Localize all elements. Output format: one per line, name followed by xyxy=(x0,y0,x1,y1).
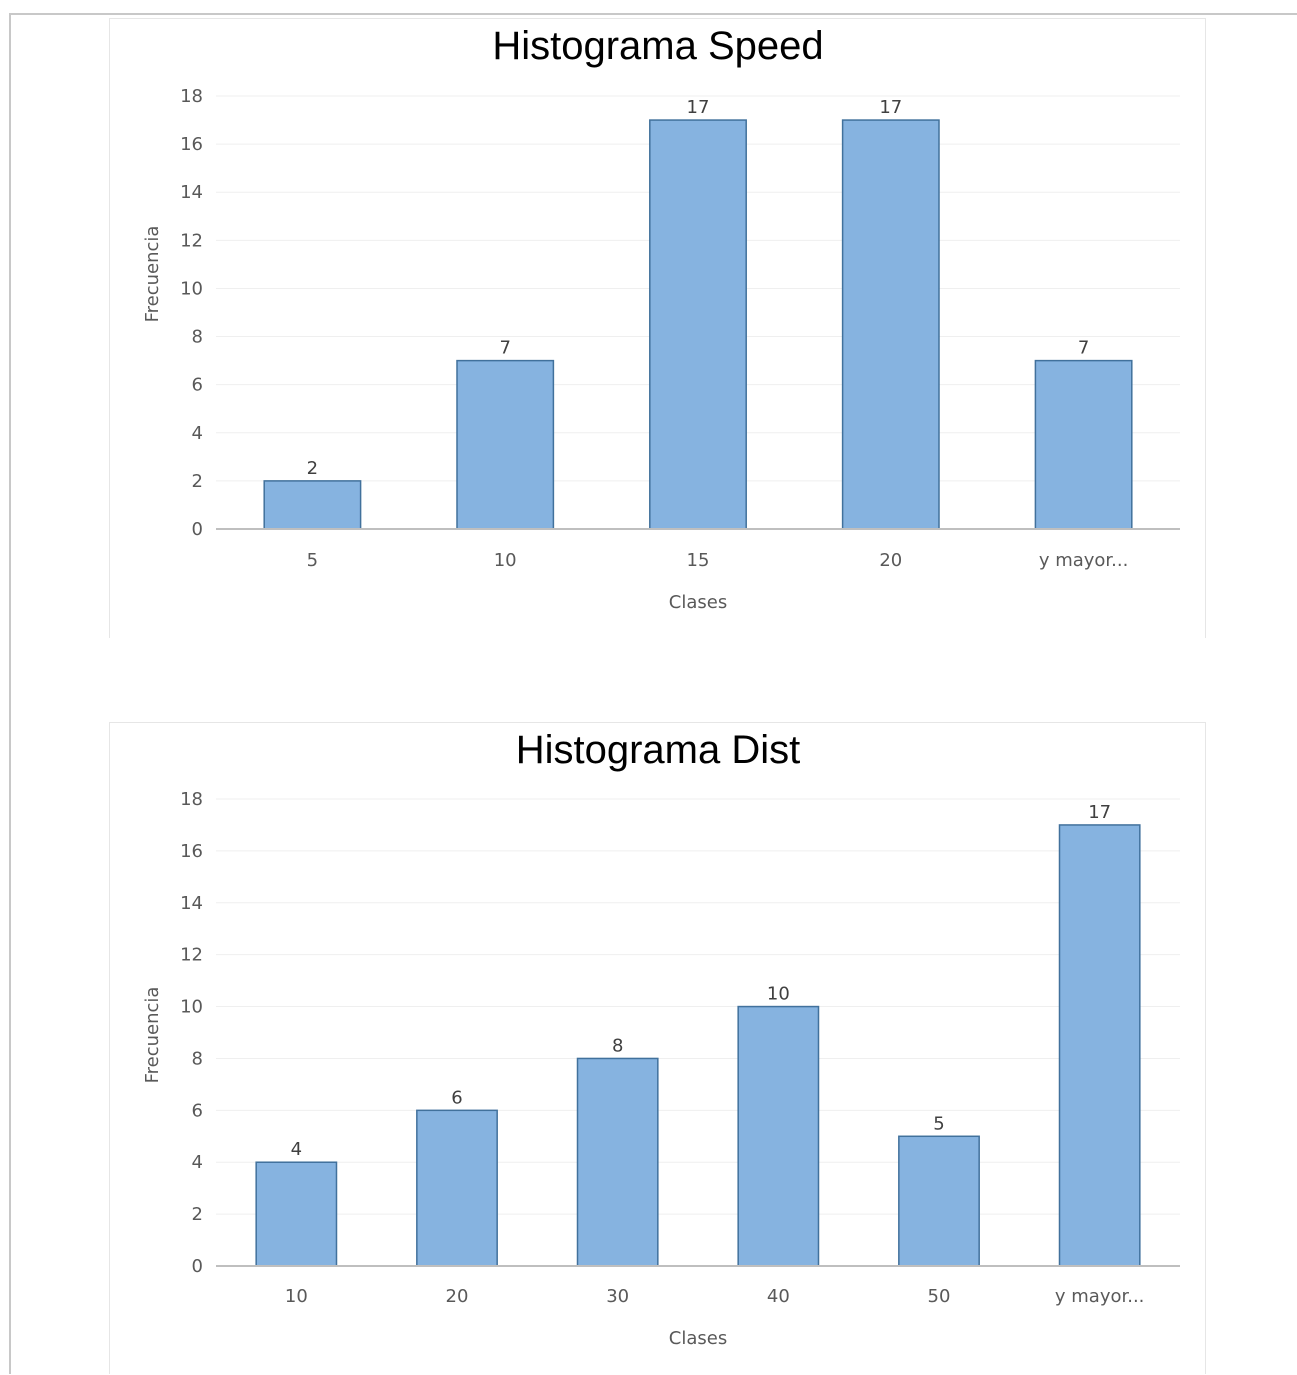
y-tick-label: 12 xyxy=(180,230,203,251)
histogram-speed-chart[interactable]: Histograma Speed Frecuencia Clases 0 2 4 6 8… xyxy=(109,18,1206,638)
y-tick-label: 10 xyxy=(180,278,203,299)
data-label: 17 xyxy=(879,97,902,118)
x-tick-label: 40 xyxy=(767,1286,790,1307)
x-tick-label: y mayor... xyxy=(1055,1286,1145,1307)
histogram-dist-svg: Histograma Dist Frecuencia Clases 0 2 4 6 8 1… xyxy=(142,728,1180,1349)
x-tick-label: 20 xyxy=(446,1286,469,1307)
y-tick-label: 10 xyxy=(180,997,203,1018)
y-tick-label: 14 xyxy=(180,182,203,203)
x-tick-label: 5 xyxy=(307,550,318,571)
x-axis-label: Clases xyxy=(669,1328,727,1349)
data-label: 5 xyxy=(933,1113,944,1134)
x-tick-label: 20 xyxy=(879,550,902,571)
y-tick-label: 12 xyxy=(180,945,203,966)
y-tick-label: 0 xyxy=(192,519,203,540)
bar[interactable] xyxy=(737,1005,820,1267)
chart-title: Histograma Dist xyxy=(516,728,801,772)
y-tick-label: 6 xyxy=(192,1100,203,1121)
y-tick-label: 2 xyxy=(192,1204,203,1225)
bar[interactable] xyxy=(255,1161,338,1267)
data-label: 17 xyxy=(687,97,710,118)
chart-title: Histograma Speed xyxy=(492,24,823,68)
y-tick-label: 4 xyxy=(192,423,203,444)
y-tick-label: 0 xyxy=(192,1256,203,1277)
data-label: 6 xyxy=(451,1087,462,1108)
x-tick-label: 50 xyxy=(928,1286,951,1307)
y-tick-label: 18 xyxy=(180,86,203,107)
data-label: 10 xyxy=(767,984,790,1005)
histogram-dist-chart[interactable]: Histograma Dist Frecuencia Clases 0 2 4 6 8 1… xyxy=(109,722,1206,1374)
y-tick-label: 8 xyxy=(192,327,203,348)
y-tick-label: 6 xyxy=(192,375,203,396)
y-tick-label: 2 xyxy=(192,471,203,492)
x-tick-label: 10 xyxy=(285,1286,308,1307)
x-tick-label: 10 xyxy=(494,550,517,571)
worksheet-frame xyxy=(9,13,1297,1374)
x-tick-label: y mayor... xyxy=(1039,550,1129,571)
bar[interactable] xyxy=(841,119,940,530)
data-label: 7 xyxy=(1078,338,1089,359)
bar[interactable] xyxy=(649,119,747,530)
y-tick-label: 16 xyxy=(180,134,203,155)
bar[interactable] xyxy=(416,1109,498,1267)
x-tick-label: 30 xyxy=(606,1286,629,1307)
y-tick-label: 8 xyxy=(192,1048,203,1069)
histogram-speed-svg: Histograma Speed Frecuencia Clases 0 2 4 6 8… xyxy=(142,24,1180,613)
data-label: 7 xyxy=(499,338,510,359)
data-label: 4 xyxy=(291,1139,302,1160)
data-label: 2 xyxy=(307,458,318,479)
x-tick-label: 15 xyxy=(687,550,710,571)
bar[interactable] xyxy=(1034,359,1133,530)
data-label: 8 xyxy=(612,1035,623,1056)
bar[interactable] xyxy=(898,1135,980,1267)
bar[interactable] xyxy=(576,1057,659,1267)
bar[interactable] xyxy=(456,359,555,530)
y-tick-label: 14 xyxy=(180,893,203,914)
x-axis-label: Clases xyxy=(669,592,727,613)
y-axis-label: Frecuencia xyxy=(142,226,163,323)
y-axis-label: Frecuencia xyxy=(142,987,163,1084)
y-tick-label: 18 xyxy=(180,789,203,810)
y-tick-label: 4 xyxy=(192,1152,203,1173)
bar[interactable] xyxy=(1058,824,1141,1267)
y-tick-label: 16 xyxy=(180,841,203,862)
bar[interactable] xyxy=(263,480,362,530)
data-label: 17 xyxy=(1088,802,1111,823)
